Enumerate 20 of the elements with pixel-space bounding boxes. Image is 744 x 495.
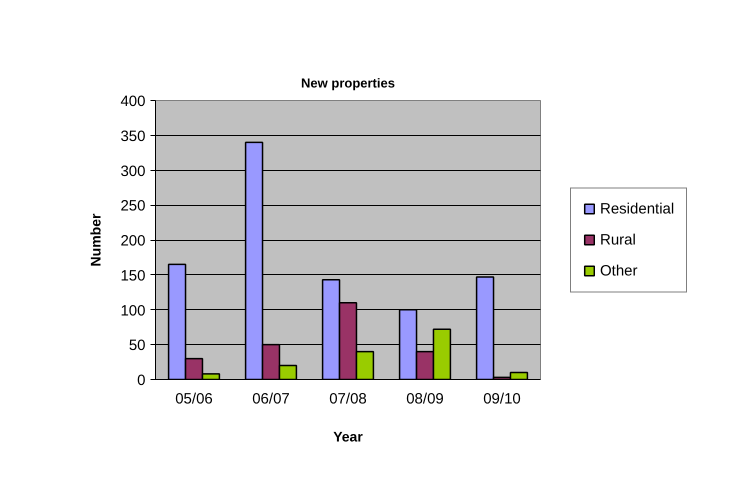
chart-title: New properties — [301, 76, 395, 90]
y-tick-label: 400 — [120, 93, 146, 110]
y-tick-label: 0 — [137, 372, 146, 389]
x-tick-label: 06/07 — [252, 390, 290, 408]
y-tick-label: 150 — [120, 267, 146, 284]
x-tick-label: 09/10 — [483, 390, 521, 408]
legend-label: Residential — [600, 200, 674, 217]
y-tick-label: 250 — [120, 198, 146, 215]
x-tick-label: 05/06 — [175, 390, 213, 408]
x-tick-label: 07/08 — [329, 390, 367, 408]
legend-label: Rural — [600, 231, 636, 248]
y-tick-label: 300 — [120, 162, 146, 180]
y-tick-label: 100 — [120, 302, 146, 320]
legend-label: Other — [600, 262, 638, 279]
y-tick-label: 350 — [120, 128, 146, 145]
y-tick-label: 200 — [120, 232, 146, 250]
x-axis-title: Year — [333, 428, 364, 444]
y-axis-title: Number — [87, 213, 104, 266]
y-tick-label: 50 — [128, 337, 146, 354]
x-tick-label: 08/09 — [406, 390, 444, 408]
